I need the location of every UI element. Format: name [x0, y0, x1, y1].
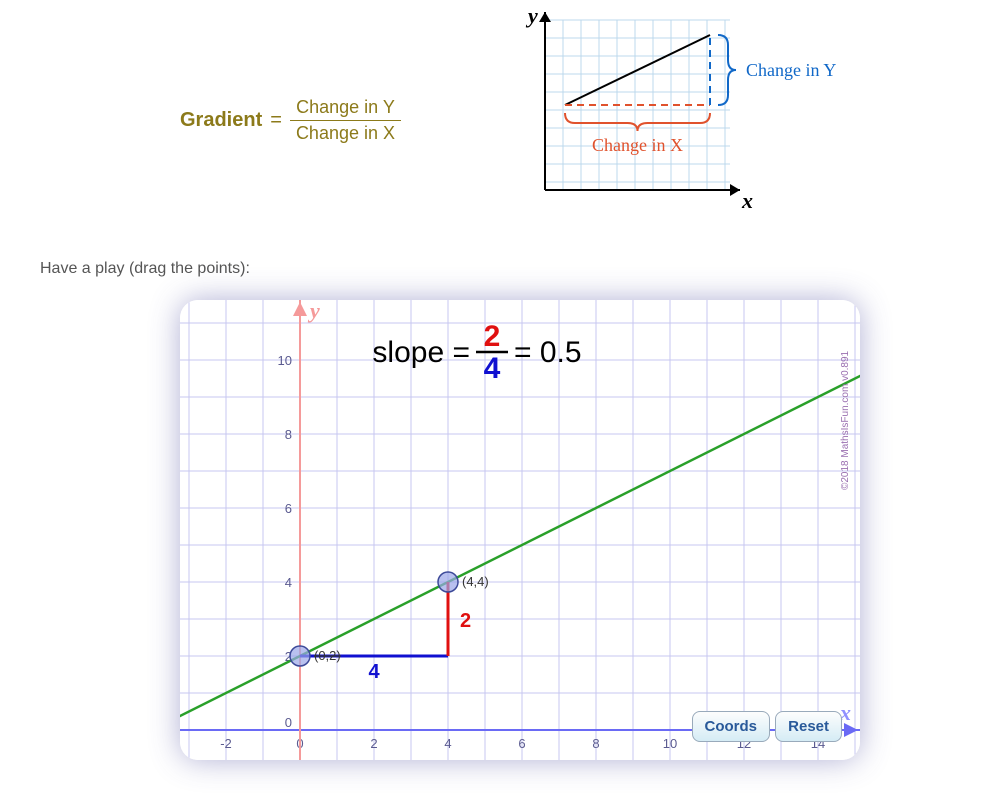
slope-chart[interactable]: x-20246810121416y246810042(0,2)(4,4)slop… [180, 300, 860, 760]
svg-text:4: 4 [484, 352, 501, 385]
svg-text:Change in Y: Change in Y [746, 60, 836, 80]
svg-text:-2: -2 [220, 736, 232, 751]
drag-point-0[interactable] [290, 646, 310, 666]
mini-graph: y x Change in X Change in Y [510, 5, 900, 225]
svg-text:4: 4 [285, 575, 292, 590]
svg-text:(0,2): (0,2) [314, 648, 341, 663]
svg-text:slope =: slope = [372, 336, 470, 369]
gradient-formula: Gradient = Change in Y Change in X [180, 95, 401, 146]
svg-text:Change in X: Change in X [592, 135, 683, 155]
svg-text:2: 2 [484, 320, 501, 353]
reset-button[interactable]: Reset [775, 711, 842, 742]
svg-text:6: 6 [518, 736, 525, 751]
svg-text:4: 4 [444, 736, 451, 751]
svg-text:2: 2 [460, 610, 471, 632]
svg-text:0: 0 [285, 715, 292, 730]
svg-text:10: 10 [278, 353, 292, 368]
formula-numerator: Change in Y [290, 95, 401, 120]
intro-text: Have a play (drag the points): [40, 260, 250, 278]
drag-point-1[interactable] [438, 572, 458, 592]
svg-text:6: 6 [285, 501, 292, 516]
svg-text:y: y [525, 5, 538, 28]
svg-text:= 0.5: = 0.5 [514, 336, 582, 369]
svg-text:2: 2 [370, 736, 377, 751]
svg-text:4: 4 [368, 661, 380, 683]
formula-equals: = [270, 109, 282, 132]
svg-text:10: 10 [663, 736, 677, 751]
svg-text:8: 8 [592, 736, 599, 751]
svg-text:x: x [741, 188, 753, 213]
formula-fraction: Change in Y Change in X [290, 95, 401, 146]
slope-interactive: x-20246810121416y246810042(0,2)(4,4)slop… [180, 300, 860, 760]
svg-text:©2018 MathsIsFun.com v0.891: ©2018 MathsIsFun.com v0.891 [840, 350, 851, 490]
formula-lhs: Gradient [180, 109, 262, 132]
formula-denominator: Change in X [290, 120, 401, 146]
coords-button[interactable]: Coords [692, 711, 771, 742]
svg-text:(4,4): (4,4) [462, 574, 489, 589]
svg-text:8: 8 [285, 427, 292, 442]
